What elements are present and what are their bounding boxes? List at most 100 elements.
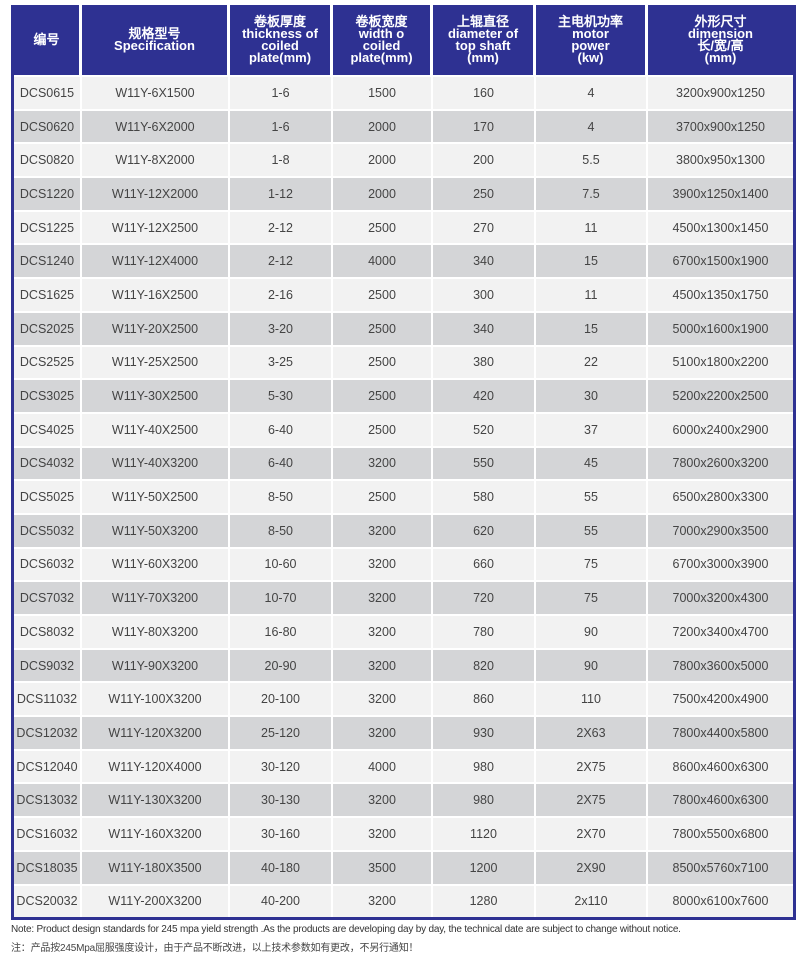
cell-specification: W11Y-6X2000 [82, 108, 230, 143]
cell-width: 3200 [333, 614, 433, 648]
header-line: 主电机功率 [557, 14, 623, 29]
header-line: (mm) [704, 50, 737, 65]
cell-dimension: 7800x4400x5800 [648, 715, 793, 749]
cell-width: 2000 [333, 176, 433, 210]
table-header-row: 编号 规格型号 Specification 卷板厚度 thickness of coile… [14, 5, 793, 75]
header-line: (kw) [577, 50, 604, 65]
table-row: DCS9032 W11Y-90X3200 20-90 3200 820 90 7800x36… [14, 647, 793, 682]
header-line: coiled [261, 38, 299, 53]
cell-specification: W11Y-12X2500 [82, 209, 230, 244]
table-row: DCS5025 W11Y-50X2500 8-50 2500 580 55 6500x280… [14, 479, 793, 513]
cell-top-shaft-diameter: 1120 [433, 816, 536, 850]
cell-top-shaft-diameter: 580 [433, 479, 536, 513]
note-english: Note: Product design standards for 245 m… [11, 924, 681, 935]
header-line: plate(mm) [248, 50, 312, 65]
cell-id: DCS16032 [14, 816, 82, 850]
cell-specification: W11Y-40X3200 [82, 445, 230, 480]
cell-motor-power: 7.5 [536, 176, 648, 210]
cell-id: DCS7032 [14, 580, 82, 614]
cell-top-shaft-diameter: 620 [433, 512, 536, 547]
cell-motor-power: 37 [536, 411, 648, 446]
cell-top-shaft-diameter: 980 [433, 782, 536, 817]
cell-width: 2500 [333, 310, 433, 345]
cell-width: 3200 [333, 647, 433, 682]
cell-motor-power: 45 [536, 445, 648, 480]
cell-dimension: 7000x2900x3500 [648, 512, 793, 547]
cell-top-shaft-diameter: 200 [433, 142, 536, 177]
cell-dimension: 8500x5760x7100 [648, 849, 793, 884]
cell-top-shaft-diameter: 660 [433, 546, 536, 581]
cell-specification: W11Y-200X3200 [82, 883, 230, 918]
cell-width: 3200 [333, 681, 433, 716]
cell-width: 3200 [333, 883, 433, 918]
cell-dimension: 7800x5500x6800 [648, 816, 793, 850]
header-line: (mm) [467, 50, 499, 65]
cell-thickness: 25-120 [230, 715, 333, 749]
cell-width: 2500 [333, 378, 433, 412]
cell-specification: W11Y-12X2000 [82, 176, 230, 210]
table-row: DCS5032 W11Y-50X3200 8-50 3200 620 55 7000x290… [14, 512, 793, 547]
cell-width: 1500 [333, 75, 433, 109]
header-line: 上辊直径 [456, 14, 509, 29]
cell-width: 2500 [333, 411, 433, 446]
spec-table-container: 编号 规格型号 Specification 卷板厚度 thickness of coile… [11, 5, 796, 921]
cell-thickness: 30-120 [230, 748, 333, 783]
cell-motor-power: 2X63 [536, 715, 648, 749]
header-line: power [571, 38, 610, 53]
cell-motor-power: 11 [536, 277, 648, 311]
cell-specification: W11Y-50X3200 [82, 512, 230, 547]
header-line: thickness of [242, 26, 318, 41]
cell-specification: W11Y-30X2500 [82, 378, 230, 412]
cell-specification: W11Y-12X4000 [82, 243, 230, 278]
cell-width: 2500 [333, 209, 433, 244]
cell-thickness: 8-50 [230, 512, 333, 547]
cell-dimension: 7500x4200x4900 [648, 681, 793, 716]
cell-width: 4000 [333, 748, 433, 783]
cell-width: 2000 [333, 142, 433, 177]
table-row: DCS1625 W11Y-16X2500 2-16 2500 300 11 4500x135… [14, 277, 793, 311]
cell-motor-power: 11 [536, 209, 648, 244]
header-line: plate(mm) [350, 50, 413, 65]
cell-thickness: 2-12 [230, 209, 333, 244]
cell-motor-power: 90 [536, 647, 648, 682]
cell-specification: W11Y-180X3500 [82, 849, 230, 884]
header-line: dimension [687, 26, 753, 41]
cell-motor-power: 2X75 [536, 748, 648, 783]
header-line: Specification [114, 38, 195, 53]
cell-top-shaft-diameter: 720 [433, 580, 536, 614]
cell-dimension: 3200x900x1250 [648, 75, 793, 109]
table-row: DCS1225 W11Y-12X2500 2-12 2500 270 11 4500x130… [14, 209, 793, 244]
table-row: DCS4032 W11Y-40X3200 6-40 3200 550 45 7800x260… [14, 445, 793, 480]
cell-dimension: 4500x1300x1450 [648, 209, 793, 244]
cell-id: DCS1240 [14, 243, 82, 278]
cell-id: DCS9032 [14, 647, 82, 682]
cell-thickness: 10-60 [230, 546, 333, 581]
header-line: 卷板宽度 [355, 14, 408, 29]
cell-motor-power: 55 [536, 479, 648, 513]
cell-width: 3200 [333, 445, 433, 480]
cell-motor-power: 15 [536, 243, 648, 278]
cell-thickness: 20-100 [230, 681, 333, 716]
cell-id: DCS3025 [14, 378, 82, 412]
cell-dimension: 8000x6100x7600 [648, 883, 793, 918]
header-id: 编号 [14, 5, 82, 75]
cell-specification: W11Y-60X3200 [82, 546, 230, 581]
cell-thickness: 1-12 [230, 176, 333, 210]
cell-top-shaft-diameter: 1200 [433, 849, 536, 884]
cell-specification: W11Y-40X2500 [82, 411, 230, 446]
cell-motor-power: 15 [536, 310, 648, 345]
table-row: DCS6032 W11Y-60X3200 10-60 3200 660 75 6700x30… [14, 546, 793, 581]
cell-top-shaft-diameter: 820 [433, 647, 536, 682]
cell-thickness: 3-20 [230, 310, 333, 345]
table-row: DCS8032 W11Y-80X3200 16-80 3200 780 90 7200x34… [14, 614, 793, 648]
cell-dimension: 5000x1600x1900 [648, 310, 793, 345]
cell-specification: W11Y-8X2000 [82, 142, 230, 177]
cell-thickness: 2-12 [230, 243, 333, 278]
cell-thickness: 40-180 [230, 849, 333, 884]
cell-specification: W11Y-6X1500 [82, 75, 230, 109]
header-line: 编号 [33, 32, 60, 47]
cell-id: DCS5025 [14, 479, 82, 513]
cell-specification: W11Y-25X2500 [82, 344, 230, 379]
cell-id: DCS5032 [14, 512, 82, 547]
cell-thickness: 3-25 [230, 344, 333, 379]
